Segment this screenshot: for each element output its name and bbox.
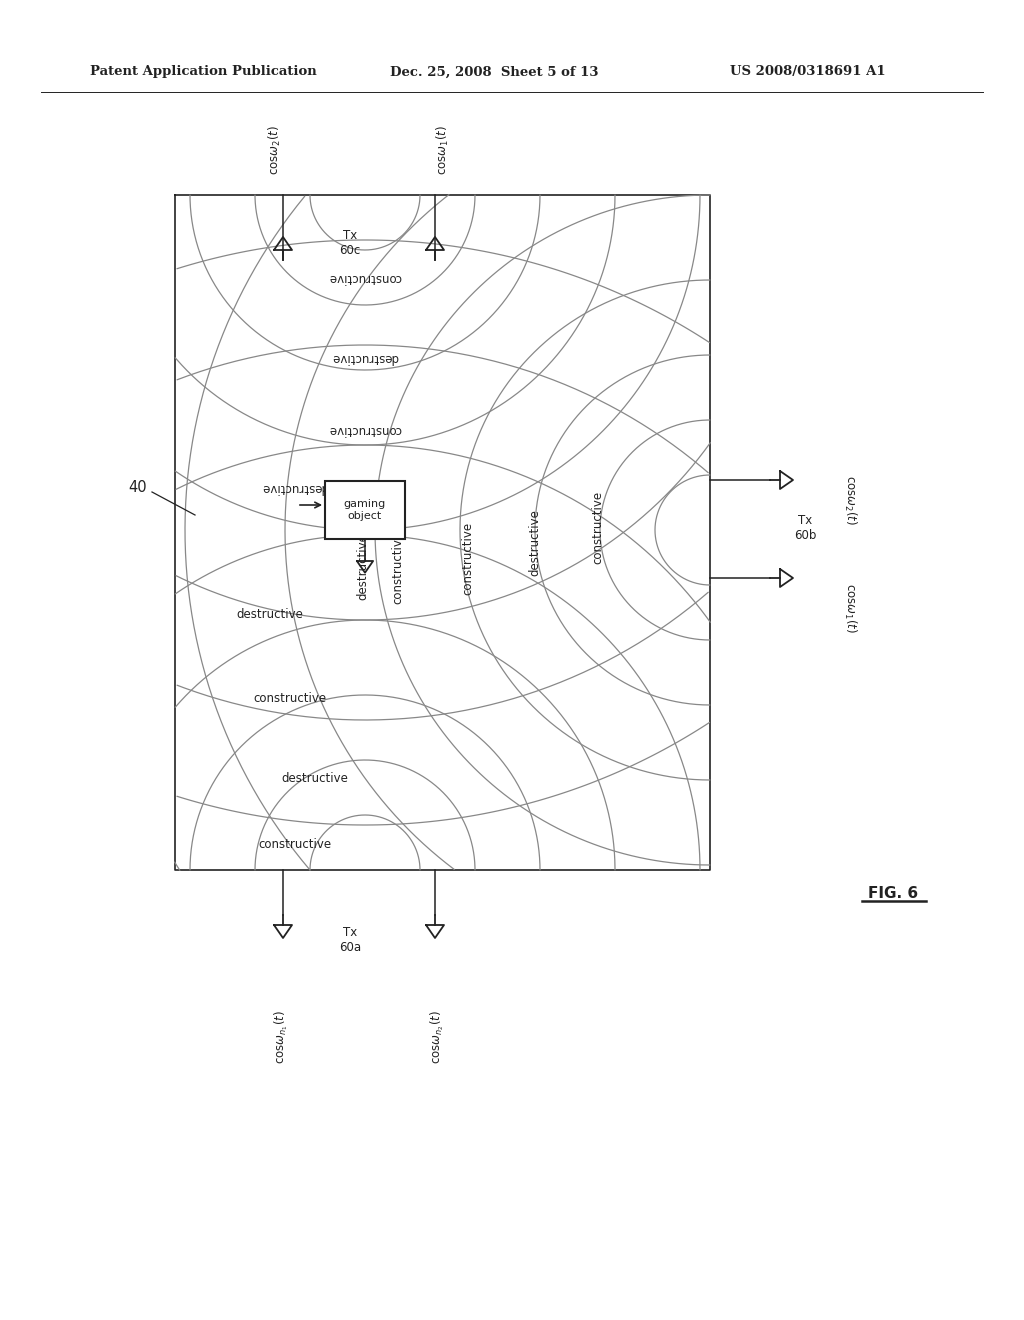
Text: constructive: constructive	[592, 491, 604, 564]
Text: gaming
object: gaming object	[344, 499, 386, 521]
Text: constructive: constructive	[329, 424, 401, 437]
Text: Tx
60a: Tx 60a	[339, 927, 361, 954]
Text: $\mathrm{cos}\omega_{n_1}(t)$: $\mathrm{cos}\omega_{n_1}(t)$	[272, 1010, 290, 1064]
Text: constructive: constructive	[391, 531, 404, 603]
Text: US 2008/0318691 A1: US 2008/0318691 A1	[730, 66, 886, 78]
Text: Dec. 25, 2008  Sheet 5 of 13: Dec. 25, 2008 Sheet 5 of 13	[390, 66, 598, 78]
Text: destructive: destructive	[261, 480, 329, 494]
Text: destructive: destructive	[332, 351, 398, 364]
Text: destructive: destructive	[356, 533, 370, 601]
Text: Tx
60c: Tx 60c	[339, 228, 360, 257]
Text: Patent Application Publication: Patent Application Publication	[90, 66, 316, 78]
Text: Tx
60b: Tx 60b	[794, 513, 816, 543]
Text: 40: 40	[128, 480, 147, 495]
Text: $\mathrm{cos}\omega_2(t)$: $\mathrm{cos}\omega_2(t)$	[842, 475, 858, 525]
Text: $\mathrm{cos}\omega_1(t)$: $\mathrm{cos}\omega_1(t)$	[842, 583, 858, 634]
Text: $\mathrm{cos}\omega_1(t)$: $\mathrm{cos}\omega_1(t)$	[435, 125, 451, 176]
Text: constructive: constructive	[462, 521, 474, 594]
Text: destructive: destructive	[237, 609, 303, 622]
Text: $\mathrm{cos}\omega_{n_2}(t)$: $\mathrm{cos}\omega_{n_2}(t)$	[428, 1010, 445, 1064]
Text: $\mathrm{cos}\omega_2(t)$: $\mathrm{cos}\omega_2(t)$	[267, 125, 283, 176]
Text: constructive: constructive	[258, 838, 332, 851]
Text: constructive: constructive	[253, 692, 327, 705]
Text: destructive: destructive	[282, 771, 348, 784]
Bar	[325, 480, 406, 539]
Text: destructive: destructive	[528, 510, 542, 577]
Text: constructive: constructive	[329, 272, 401, 285]
Text: FIG. 6: FIG. 6	[868, 886, 919, 900]
